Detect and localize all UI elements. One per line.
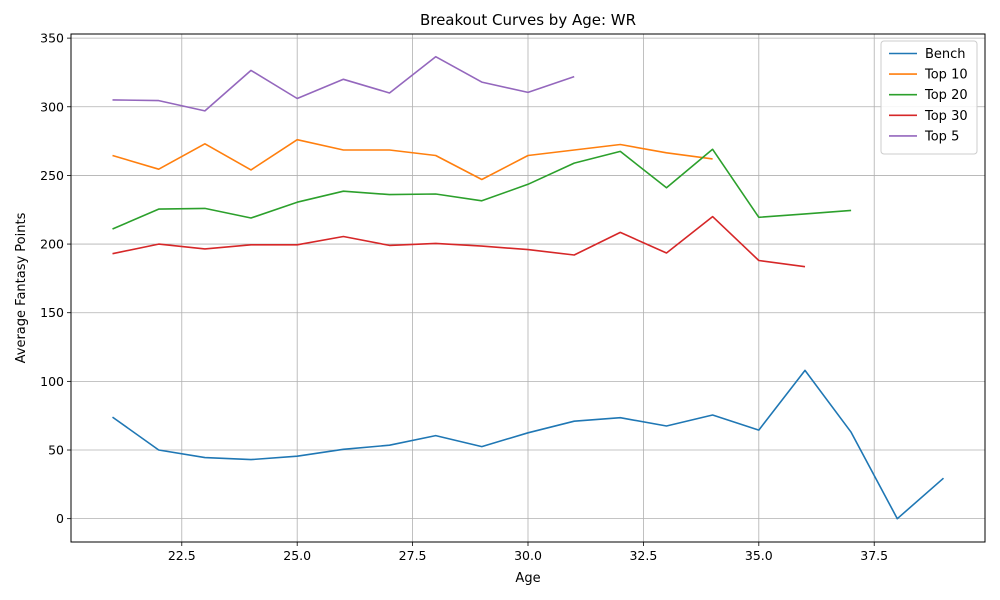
legend-entry: Bench xyxy=(925,47,966,62)
y-tick-label: 300 xyxy=(40,99,64,114)
series-line-top-30 xyxy=(112,215,806,268)
axis-ticks: 22.5 25.0 27.5 30.0 32.5 35.0 37.5 0 50 100 150 200… xyxy=(40,31,888,563)
chart-title: Breakout Curves by Age: WR xyxy=(420,11,636,29)
x-tick-label: 22.5 xyxy=(168,548,196,563)
y-axis-label: Average Fantasy Points xyxy=(14,212,29,363)
x-tick-label: 32.5 xyxy=(629,548,657,563)
y-tick-label: 150 xyxy=(40,305,64,320)
series-line-top-20 xyxy=(112,148,852,230)
series-line-top-5 xyxy=(112,55,575,112)
legend: Bench Top 10 Top 20 Top 30 Top 5 xyxy=(880,40,978,155)
grid xyxy=(71,34,985,542)
x-tick-label: 27.5 xyxy=(399,548,427,563)
legend-box xyxy=(880,40,978,155)
y-tick-label: 0 xyxy=(56,511,64,526)
y-tick-label: 350 xyxy=(40,31,64,46)
x-axis-label: Age xyxy=(515,571,540,586)
legend-entry: Top 20 xyxy=(924,88,968,103)
series-line-top-10 xyxy=(112,138,713,181)
x-tick-label: 25.0 xyxy=(283,548,311,563)
series-line-bench xyxy=(112,369,945,520)
series-lines xyxy=(112,55,945,520)
y-tick-label: 200 xyxy=(40,237,64,252)
y-tick-label: 250 xyxy=(40,168,64,183)
legend-entry: Top 30 xyxy=(924,109,968,124)
x-tick-label: 37.5 xyxy=(860,548,888,563)
y-tick-label: 100 xyxy=(40,374,64,389)
x-tick-label: 35.0 xyxy=(745,548,773,563)
legend-entry: Top 10 xyxy=(924,68,968,83)
y-tick-label: 50 xyxy=(48,443,64,458)
x-tick-label: 30.0 xyxy=(514,548,542,563)
legend-entry: Top 5 xyxy=(924,129,959,144)
